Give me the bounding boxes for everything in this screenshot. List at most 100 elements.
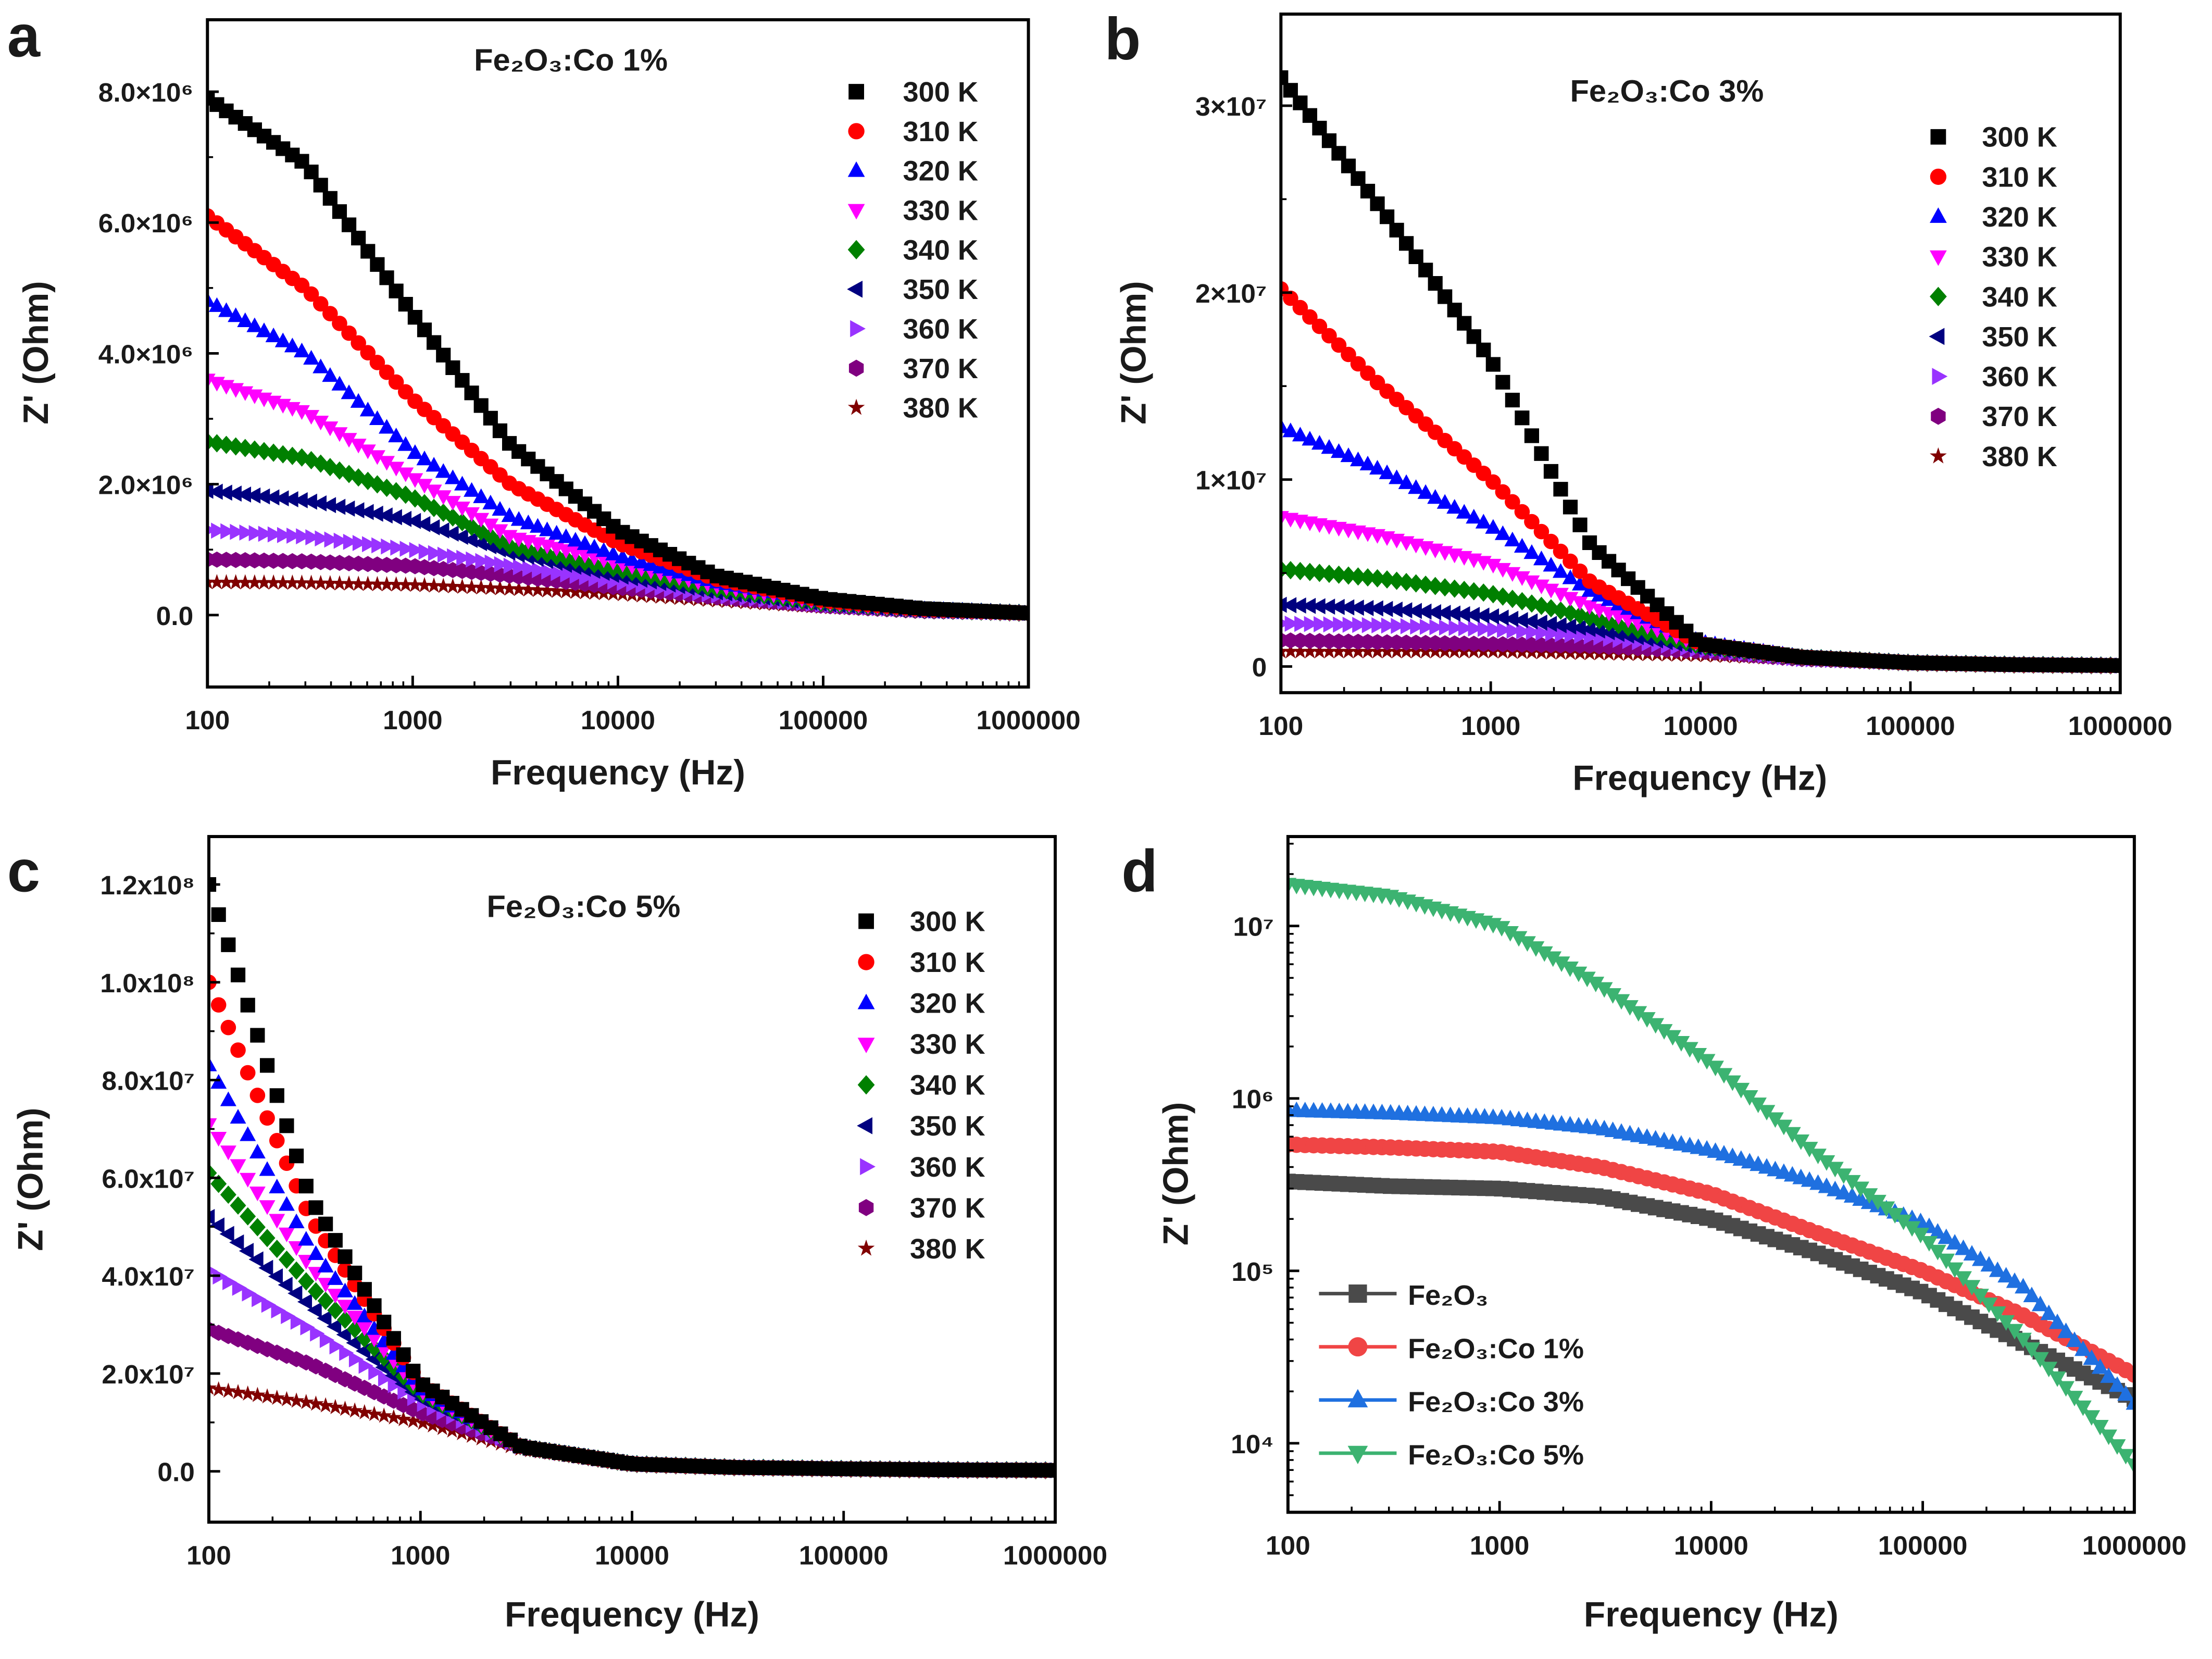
data-point (1417, 575, 1434, 594)
data-point (350, 468, 367, 487)
data-point (1379, 643, 1395, 658)
y-tick-label: 10⁵ (1231, 1256, 1273, 1287)
data-point (605, 545, 621, 560)
data-point (240, 1065, 256, 1081)
data-point (473, 522, 490, 541)
data-point (1292, 427, 1308, 442)
data-point (1920, 1236, 1938, 1252)
legend-label: 310 K (910, 947, 985, 978)
data-point (1330, 443, 1347, 458)
data-point (1294, 616, 1309, 632)
data-point (359, 444, 376, 459)
data-point (1284, 615, 1299, 632)
data-point (1369, 569, 1386, 588)
data-point (1342, 616, 1357, 633)
legend-marker (847, 161, 865, 177)
data-point (1311, 643, 1328, 658)
data-point (274, 574, 291, 590)
data-point (341, 325, 357, 341)
data-point (1767, 1112, 1784, 1128)
data-point (1426, 604, 1441, 620)
data-point (339, 1344, 354, 1361)
legend-marker (847, 280, 863, 298)
legend-item: 360 K (860, 1152, 985, 1183)
data-point (1311, 318, 1328, 334)
series-300-k (207, 91, 1029, 621)
data-point (1869, 1194, 1886, 1211)
y-axis-label: Z' (Ohm) (1157, 1102, 1196, 1246)
data-point (258, 1259, 273, 1276)
y-tick-label: 0.0 (157, 1457, 195, 1487)
chart-title: Fe₂O₃:Co 5% (487, 889, 681, 924)
data-point (356, 1404, 373, 1419)
data-point (240, 1172, 256, 1188)
x-tick-label: 10000 (581, 705, 655, 735)
data-point (1835, 1168, 1853, 1184)
legend-item: 300 K (848, 77, 978, 108)
data-point (252, 1291, 267, 1307)
data-point (360, 345, 376, 360)
data-point (346, 1311, 363, 1326)
data-point (510, 539, 527, 557)
data-point (333, 532, 348, 549)
data-point (1389, 222, 1404, 238)
data-point (1543, 583, 1559, 598)
data-point (1282, 561, 1299, 580)
data-point (355, 1343, 371, 1359)
data-point (2091, 1358, 2109, 1374)
data-point (281, 1308, 296, 1325)
data-point (2117, 1449, 2134, 1465)
data-point (2006, 1272, 2023, 1288)
data-point (303, 286, 319, 302)
y-tick-label: 0.0 (156, 601, 194, 631)
legend-item: 350 K (857, 1111, 985, 1142)
data-point (416, 516, 431, 532)
data-point (2108, 1439, 2126, 1455)
data-point (397, 436, 414, 451)
data-point (1938, 1228, 1955, 1244)
data-point (1281, 643, 1289, 658)
data-point (558, 528, 574, 543)
data-point (398, 296, 413, 312)
data-point (259, 1110, 275, 1126)
data-point (304, 164, 319, 180)
data-point (1495, 375, 1510, 390)
data-point (1523, 594, 1540, 613)
legend-item: 310 K (1930, 161, 2057, 193)
data-point (209, 573, 225, 590)
data-point (1283, 290, 1298, 306)
data-point (379, 270, 394, 285)
data-point (1494, 609, 1509, 626)
legend-label: 350 K (910, 1111, 985, 1142)
data-point (358, 1357, 373, 1374)
data-point (1331, 643, 1347, 658)
data-point (210, 1132, 227, 1147)
data-point (501, 580, 518, 596)
data-point (1408, 249, 1423, 264)
data-point (417, 322, 432, 338)
data-point (245, 487, 261, 504)
data-point (1310, 598, 1326, 615)
x-axis-label: Frequency (Hz) (1572, 759, 1827, 798)
data-point (1350, 567, 1366, 586)
data-point (1407, 603, 1422, 619)
data-point (1647, 1018, 1665, 1034)
data-point (1724, 1075, 1741, 1091)
data-point (298, 1393, 315, 1409)
data-point (2048, 1371, 2066, 1387)
x-axis-label: Frequency (Hz) (505, 1595, 759, 1635)
legend-marker (848, 84, 865, 99)
data-point (1301, 597, 1316, 614)
y-tick-label: 6.0x10⁷ (102, 1163, 195, 1193)
data-point (1574, 628, 1589, 644)
legend-item: 370 K (1931, 401, 2057, 432)
data-point (331, 376, 348, 391)
data-point (1474, 607, 1490, 624)
series-300-k (209, 877, 1056, 1478)
data-point (230, 1159, 246, 1174)
data-point (1495, 484, 1511, 500)
data-point (520, 581, 536, 597)
data-point (539, 521, 556, 537)
data-point (271, 1302, 286, 1319)
data-point (463, 532, 478, 548)
